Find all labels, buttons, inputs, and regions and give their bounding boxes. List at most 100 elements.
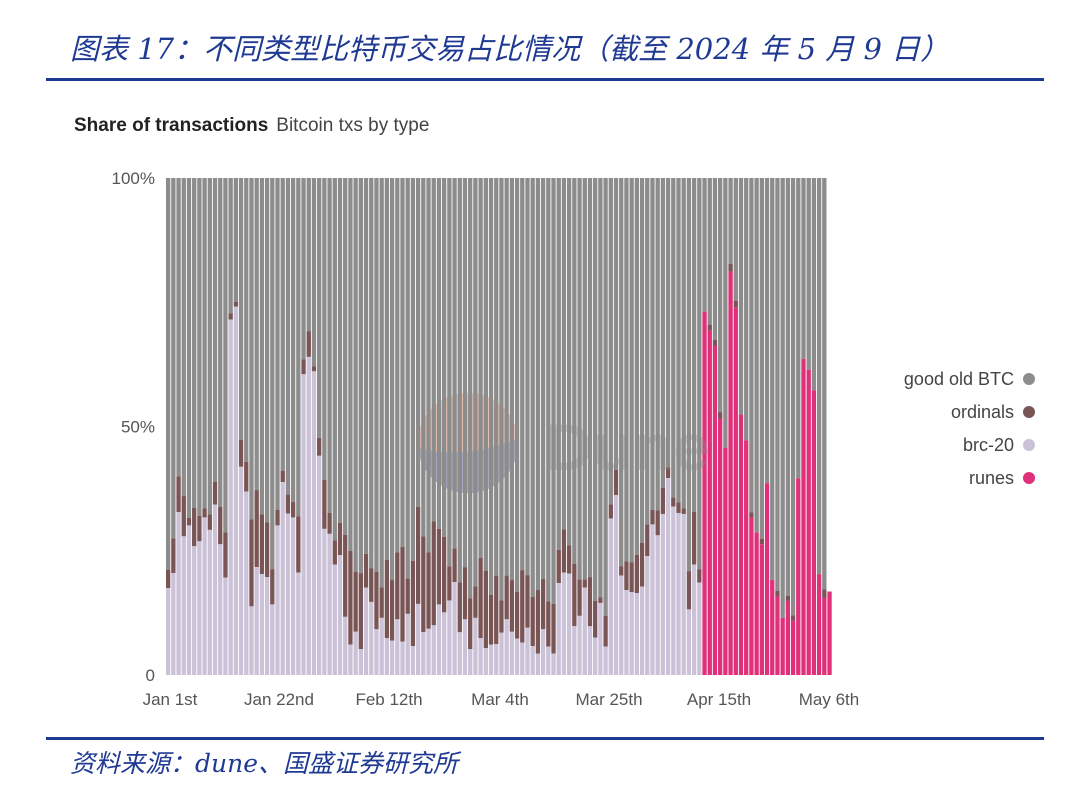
bar-good-old-btc bbox=[410, 178, 416, 561]
bar-good-old-btc bbox=[796, 178, 801, 479]
bar-brc-20 bbox=[270, 604, 275, 675]
bar-brc-20 bbox=[504, 619, 509, 675]
bar-brc-20 bbox=[462, 619, 468, 675]
bar-ordinals bbox=[442, 536, 447, 613]
bar-good-old-btc bbox=[171, 178, 176, 539]
bar-good-old-btc bbox=[723, 178, 728, 448]
bar-brc-20 bbox=[244, 491, 249, 675]
bar-good-old-btc bbox=[801, 178, 806, 359]
bar-good-old-btc bbox=[728, 178, 733, 264]
bar-good-old-btc bbox=[613, 178, 619, 470]
bar-good-old-btc bbox=[582, 178, 587, 580]
bar-brc-20 bbox=[566, 573, 572, 675]
bar-good-old-btc bbox=[374, 178, 379, 572]
bar-ordinals bbox=[317, 437, 322, 456]
bar-ordinals bbox=[212, 481, 218, 505]
bar-good-old-btc bbox=[369, 178, 374, 569]
bar-ordinals bbox=[348, 550, 353, 645]
bar-brc-20 bbox=[671, 506, 676, 675]
bar-good-old-btc bbox=[494, 178, 499, 576]
bar-brc-20 bbox=[665, 478, 671, 675]
bar-brc-20 bbox=[290, 517, 296, 675]
bar-good-old-btc bbox=[587, 178, 593, 578]
bar-brc-20 bbox=[514, 638, 520, 675]
bar-ordinals bbox=[540, 579, 546, 630]
bar-brc-20 bbox=[348, 644, 353, 675]
bar-good-old-btc bbox=[822, 178, 827, 590]
bar-ordinals bbox=[593, 600, 598, 638]
bar-good-old-btc bbox=[389, 178, 395, 581]
bar-good-old-btc bbox=[629, 178, 634, 563]
bar-brc-20 bbox=[421, 632, 426, 675]
bar-good-old-btc bbox=[790, 178, 796, 616]
bar-good-old-btc bbox=[290, 178, 296, 503]
bar-good-old-btc bbox=[332, 178, 337, 541]
bar-ordinals bbox=[327, 512, 332, 534]
bar-good-old-btc bbox=[624, 178, 629, 562]
bar-good-old-btc bbox=[280, 178, 285, 471]
chart-subtitle: Bitcoin txs by type bbox=[276, 115, 430, 136]
bar-brc-20 bbox=[374, 629, 379, 675]
bar-brc-20 bbox=[697, 582, 702, 675]
bar-good-old-btc bbox=[363, 178, 369, 554]
bar-good-old-btc bbox=[270, 178, 275, 570]
bar-good-old-btc bbox=[306, 178, 311, 332]
bar-brc-20 bbox=[212, 504, 218, 675]
bar-ordinals bbox=[238, 439, 244, 467]
bar-brc-20 bbox=[577, 615, 582, 675]
bar-brc-20 bbox=[442, 612, 447, 675]
bar-good-old-btc bbox=[744, 178, 749, 441]
bar-brc-20 bbox=[264, 577, 270, 675]
bar-runes bbox=[702, 311, 707, 675]
bar-runes bbox=[770, 580, 775, 675]
bar-brc-20 bbox=[535, 653, 541, 675]
bar-ordinals bbox=[504, 575, 509, 620]
bar-runes bbox=[754, 532, 759, 675]
legend-swatch bbox=[1023, 439, 1035, 451]
bar-good-old-btc bbox=[218, 178, 223, 508]
bar-ordinals bbox=[186, 517, 192, 526]
bar-ordinals bbox=[551, 603, 556, 654]
bar-ordinals bbox=[275, 510, 280, 526]
bar-good-old-btc bbox=[681, 178, 686, 509]
bar-ordinals bbox=[202, 508, 207, 518]
bar-brc-20 bbox=[660, 513, 666, 675]
bar-runes bbox=[759, 544, 764, 675]
bar-ordinals bbox=[264, 522, 270, 578]
bar-good-old-btc bbox=[384, 178, 390, 560]
bar-good-old-btc bbox=[509, 178, 515, 581]
bar-good-old-btc bbox=[520, 178, 525, 571]
bar-good-old-btc bbox=[770, 178, 775, 581]
bar-brc-20 bbox=[395, 619, 400, 675]
bar-brc-20 bbox=[613, 495, 619, 675]
bar-ordinals bbox=[624, 561, 629, 591]
title-divider bbox=[46, 78, 1044, 81]
bar-ordinals bbox=[332, 540, 337, 565]
bar-ordinals bbox=[598, 597, 603, 603]
bar-runes bbox=[718, 418, 723, 675]
bar-ordinals bbox=[301, 359, 306, 375]
legend-label: good old BTC bbox=[904, 369, 1014, 389]
bar-brc-20 bbox=[457, 632, 462, 675]
bar-good-old-btc bbox=[566, 178, 572, 546]
bar-ordinals bbox=[166, 569, 171, 589]
bar-brc-20 bbox=[369, 601, 374, 675]
bar-ordinals bbox=[509, 580, 515, 632]
bar-brc-20 bbox=[629, 592, 634, 675]
bar-brc-20 bbox=[238, 466, 244, 675]
bar-ordinals bbox=[572, 563, 577, 627]
bar-good-old-btc bbox=[488, 178, 494, 595]
bar-brc-20 bbox=[311, 371, 317, 675]
bar-ordinals bbox=[290, 502, 296, 518]
bar-good-old-btc bbox=[749, 178, 754, 513]
bar-good-old-btc bbox=[718, 178, 723, 413]
bar-good-old-btc bbox=[259, 178, 265, 515]
bar-good-old-btc bbox=[447, 178, 452, 567]
bar-ordinals bbox=[691, 511, 697, 565]
bar-ordinals bbox=[415, 507, 421, 604]
bar-ordinals bbox=[582, 579, 587, 588]
bar-good-old-btc bbox=[395, 178, 400, 553]
bar-ordinals bbox=[566, 545, 572, 574]
stacked-bar-chart: Dune 100% 50% 0 Jan 1st Jan 22nd Feb 12th Mar 4… bbox=[112, 169, 1035, 709]
bar-good-old-btc bbox=[452, 178, 457, 549]
